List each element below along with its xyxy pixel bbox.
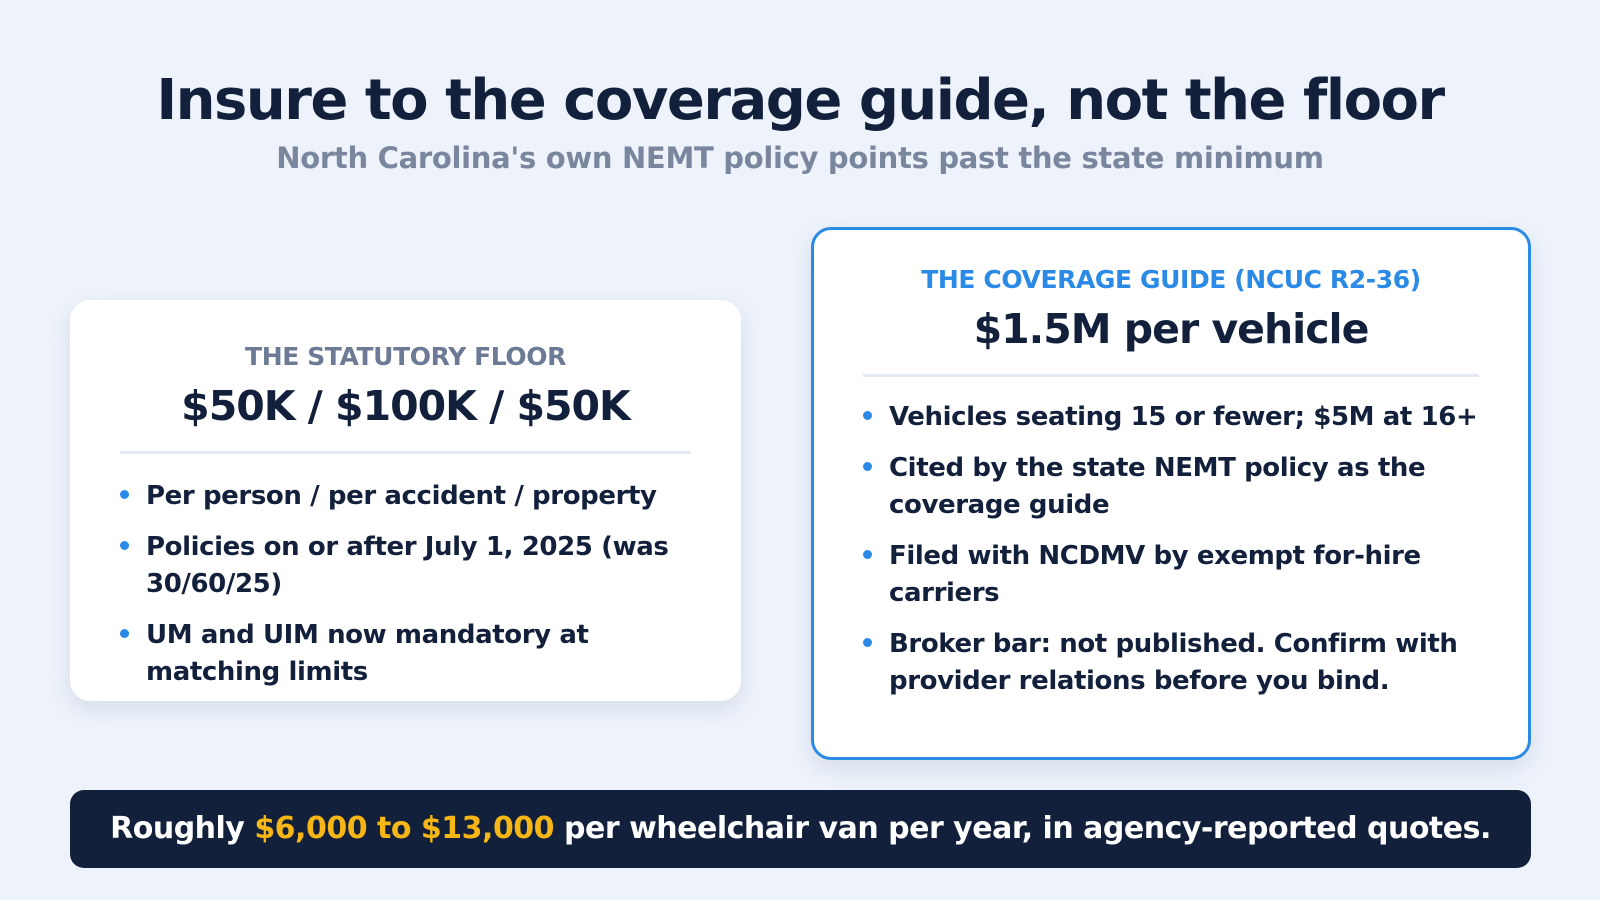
list-item: Vehicles seating 15 or fewer; $5M at 16+ [863, 399, 1479, 436]
floor-card-divider [120, 451, 691, 454]
list-item: UM and UIM now mandatory at matching lim… [120, 617, 691, 691]
bullet-text: Cited by the state NEMT policy as the co… [889, 453, 1426, 520]
banner-prefix: Roughly [110, 811, 255, 846]
bullet-dot-icon [120, 541, 129, 550]
page-title: Insure to the coverage guide, not the fl… [156, 68, 1445, 133]
bullet-dot-icon [120, 490, 129, 499]
banner-highlight-amount: $6,000 to $13,000 [254, 811, 555, 846]
guide-card-divider [863, 374, 1479, 377]
bullet-text: Policies on or after July 1, 2025 (was 3… [146, 532, 669, 599]
banner-suffix: per wheelchair van per year, in agency-r… [554, 811, 1491, 846]
list-item: Cited by the state NEMT policy as the co… [863, 450, 1479, 524]
page-subtitle: North Carolina's own NEMT policy points … [276, 141, 1324, 175]
bullet-dot-icon [863, 411, 872, 420]
guide-card-bullet-list: Vehicles seating 15 or fewer; $5M at 16+… [863, 399, 1479, 700]
list-item: Broker bar: not published. Confirm with … [863, 626, 1479, 700]
bullet-dot-icon [863, 550, 872, 559]
bullet-dot-icon [863, 462, 872, 471]
guide-card-headline: $1.5M per vehicle [973, 305, 1370, 353]
bullet-dot-icon [863, 638, 872, 647]
floor-card-headline: $50K / $100K / $50K [181, 382, 631, 430]
bullet-dot-icon [120, 629, 129, 638]
coverage-guide-card: THE COVERAGE GUIDE (NCUC R2-36) $1.5M pe… [811, 227, 1531, 760]
statutory-floor-card: THE STATUTORY FLOOR $50K / $100K / $50K … [70, 300, 741, 701]
list-item: Policies on or after July 1, 2025 (was 3… [120, 529, 691, 603]
cost-banner: Roughly $6,000 to $13,000 per wheelchair… [70, 790, 1531, 868]
bullet-text: UM and UIM now mandatory at matching lim… [146, 620, 589, 687]
list-item: Per person / per accident / property [120, 478, 691, 515]
bullet-text: Vehicles seating 15 or fewer; $5M at 16+ [889, 402, 1478, 432]
floor-card-bullet-list: Per person / per accident / property Pol… [120, 478, 691, 691]
floor-card-eyebrow: THE STATUTORY FLOOR [245, 342, 566, 371]
list-item: Filed with NCDMV by exempt for-hire carr… [863, 538, 1479, 612]
bullet-text: Broker bar: not published. Confirm with … [889, 629, 1458, 696]
bullet-text: Filed with NCDMV by exempt for-hire carr… [889, 541, 1421, 608]
guide-card-eyebrow: THE COVERAGE GUIDE (NCUC R2-36) [921, 265, 1421, 294]
bullet-text: Per person / per accident / property [146, 481, 657, 511]
